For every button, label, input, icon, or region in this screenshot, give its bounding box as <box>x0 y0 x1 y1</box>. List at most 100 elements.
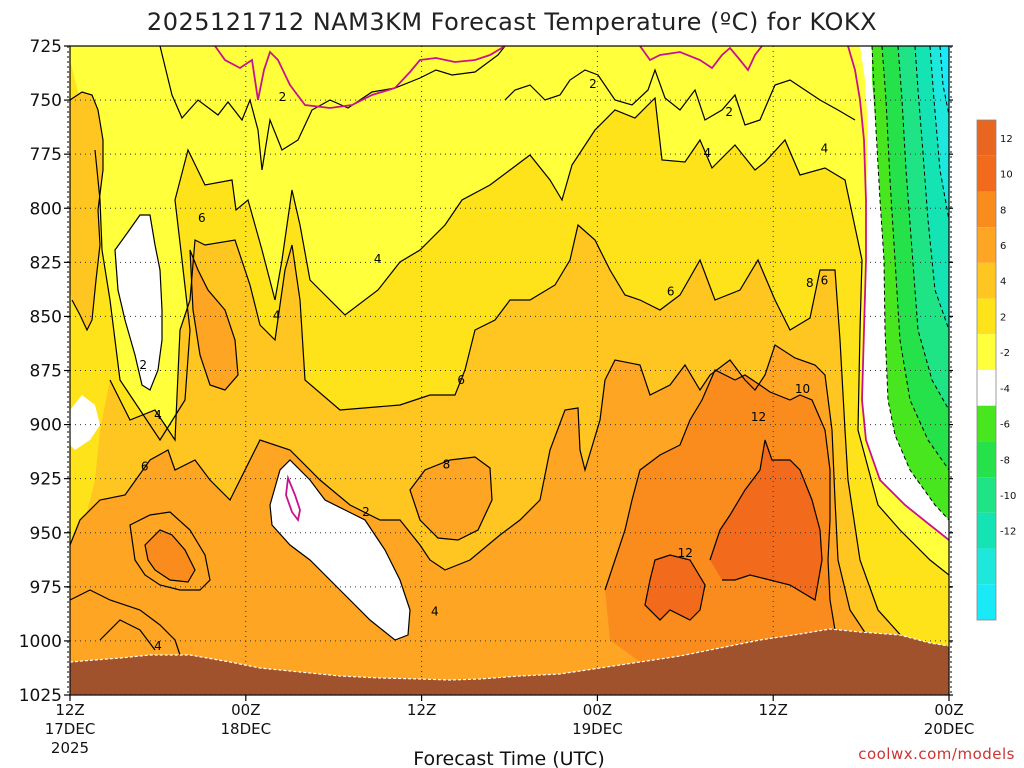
colorbar-bin <box>977 512 996 549</box>
contour-line-10-main <box>604 369 836 631</box>
negative-contour-minus-10 <box>929 46 949 221</box>
contour-label: 4 <box>821 142 829 156</box>
y-axis: 7257507758008258508759009259509751000102… <box>19 37 953 706</box>
ground-terrain <box>70 628 949 695</box>
band-10-12-blob-c <box>145 530 195 582</box>
y-tick-label: 775 <box>30 145 62 165</box>
x-tick-label: 12Z <box>407 701 436 719</box>
contour-label: 10 <box>795 382 810 396</box>
colorbar-top-bin <box>977 120 996 156</box>
y-tick-label: 825 <box>30 253 62 273</box>
colorbar-frame <box>976 119 997 621</box>
contour-label: 6 <box>821 274 829 288</box>
band-below-2-pocket-c <box>70 395 100 450</box>
colorbar-tick-label: -2 <box>1000 348 1010 359</box>
chart-title: 2025121712 NAM3KM Forecast Temperature (… <box>147 8 877 36</box>
contour-line-8-blob-c <box>129 511 211 591</box>
negative-contour-minus-8 <box>914 46 949 331</box>
freezing-isotherm-top <box>214 46 506 109</box>
contour-line-8-main <box>70 344 871 641</box>
y-tick-label: 800 <box>30 199 62 219</box>
x-tick-date: 20DEC <box>924 720 975 738</box>
colorbar-tick-label: 10 <box>1000 170 1013 181</box>
contour-line-2-top <box>504 68 856 126</box>
credit-text: coolwx.com/models <box>858 745 1015 763</box>
contour-label: 4 <box>154 639 162 653</box>
colorbar-tick-label: 8 <box>1000 205 1006 216</box>
colorbar-bin <box>977 441 996 478</box>
colorbar-bin <box>977 262 996 299</box>
colorbar-tick-label: 2 <box>1000 312 1006 323</box>
contour-line-6-main <box>109 223 949 661</box>
y-tick-label: 1000 <box>19 632 62 652</box>
contour-line-4-main <box>94 96 949 576</box>
contour-label: 2 <box>139 358 147 372</box>
contour-label: 2 <box>362 505 370 519</box>
y-tick-label: 925 <box>30 470 62 490</box>
contour-line-10-blob-c <box>144 529 196 583</box>
colorbar-bin <box>977 477 996 513</box>
x-tick-label: 00Z <box>934 701 963 719</box>
contour-line-6-blob-c <box>70 91 104 332</box>
colorbar-tick-label: -4 <box>1000 384 1010 395</box>
contour-label: 6 <box>457 373 465 387</box>
x-tick-label: 12Z <box>759 701 788 719</box>
x-axis-label: Forecast Time (UTC) <box>413 748 604 768</box>
contour-label: 12 <box>678 546 693 560</box>
y-tick-label: 875 <box>30 362 62 382</box>
colorbar-tick-label: 12 <box>1000 134 1013 145</box>
band-2-4-top-fingers <box>160 46 500 170</box>
band-8-10-blob-a <box>410 457 492 540</box>
x-tick-year: 2025 <box>51 739 89 757</box>
x-tick-date: 17DEC <box>45 720 96 738</box>
contour-label: 6 <box>198 211 206 225</box>
band-8-10-blob-b <box>190 250 238 390</box>
colorbar-bin <box>977 298 996 335</box>
band-below-2 <box>160 46 949 540</box>
negative-contours <box>871 46 949 521</box>
band-below-2-pocket-a <box>270 460 410 640</box>
colorbar-tick-label: 4 <box>1000 277 1006 288</box>
y-tick-label: 900 <box>30 416 62 436</box>
colorbar-bin <box>977 334 996 370</box>
colorbar-bin <box>977 155 996 192</box>
contour-line-12-b <box>709 439 823 601</box>
colorbar-bin <box>977 227 996 263</box>
negative-contour-minus-2 <box>871 46 949 521</box>
freezing-isotherm-pocket <box>285 474 301 523</box>
x-tick-label: 12Z <box>55 701 84 719</box>
contour-line-8-blob-a <box>409 456 493 541</box>
colorbar-tick-label: -6 <box>1000 420 1010 431</box>
negative-contour-minus-6 <box>897 46 949 411</box>
contour-line-6-lower <box>99 619 156 651</box>
y-tick-label: 1025 <box>19 686 62 706</box>
band-coldest <box>940 46 949 115</box>
contour-label: 12 <box>751 410 766 424</box>
freezing-isotherm-right <box>847 46 949 541</box>
contour-label: 4 <box>703 146 711 160</box>
contour-lines <box>70 46 949 661</box>
contour-line-4-lower <box>70 589 181 656</box>
colorbar-bin <box>977 548 996 585</box>
band-below-2-pocket-b <box>115 215 162 390</box>
contour-line-2-main <box>159 46 506 171</box>
freezing-isotherm <box>214 46 949 541</box>
contour-label: 2 <box>279 90 287 104</box>
contour-label: 4 <box>431 605 439 619</box>
colorbar-bin <box>977 584 996 620</box>
x-tick-label: 00Z <box>583 701 612 719</box>
contour-label: 6 <box>667 284 675 298</box>
contour-label: 4 <box>374 252 382 266</box>
contour-label: 8 <box>806 276 814 290</box>
contour-label: 2 <box>589 77 597 91</box>
band-12-plus-b <box>710 440 822 600</box>
colorbar-bin <box>977 191 996 228</box>
colorbar-tick-label: 6 <box>1000 241 1006 252</box>
contour-label: 2 <box>725 105 733 119</box>
y-tick-label: 975 <box>30 578 62 598</box>
y-tick-label: 750 <box>30 91 62 111</box>
colorbar-bin <box>977 370 996 406</box>
negative-contour-minus-12 <box>939 46 949 116</box>
